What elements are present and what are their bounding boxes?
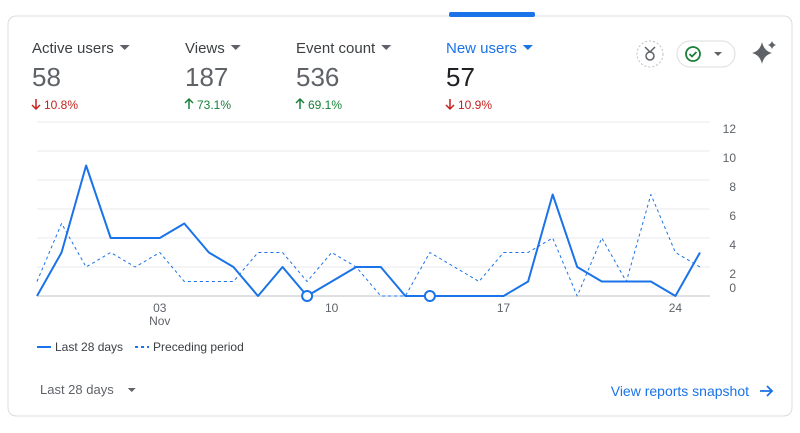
metric-value: 57 xyxy=(446,62,475,92)
y-tick-label: 0 xyxy=(729,281,736,295)
dropdown-arrow xyxy=(381,45,392,50)
legend-label: Preceding period xyxy=(153,340,244,354)
insights-icon[interactable] xyxy=(752,41,776,64)
metric-value: 58 xyxy=(32,62,61,92)
selected-tab-bar xyxy=(449,12,535,17)
view-snapshot-link[interactable]: View reports snapshot xyxy=(611,383,749,399)
annotation-marker xyxy=(423,290,436,302)
series-line xyxy=(36,164,701,297)
y-tick-label: 12 xyxy=(723,122,737,136)
change-arrow xyxy=(31,99,41,111)
status-dropdown[interactable] xyxy=(676,40,736,68)
metric-change: 69.1% xyxy=(308,98,342,112)
change-arrow xyxy=(184,97,194,109)
link-arrow xyxy=(760,385,774,397)
y-tick-label: 10 xyxy=(723,151,737,165)
x-tick-label: 03 xyxy=(153,301,167,315)
x-month-label: Nov xyxy=(149,314,170,328)
date-range[interactable]: Last 28 days xyxy=(40,382,114,397)
change-arrow xyxy=(295,97,305,109)
legend-label: Last 28 days xyxy=(55,340,123,354)
metric-change: 10.9% xyxy=(458,98,492,112)
dropdown-arrow xyxy=(119,45,130,50)
metric-change: 73.1% xyxy=(197,98,231,112)
change-arrow xyxy=(445,99,455,111)
y-tick-label: 4 xyxy=(729,238,736,252)
date-range-arrow xyxy=(127,388,136,392)
metric-value: 187 xyxy=(185,62,228,92)
y-tick-label: 2 xyxy=(729,267,736,281)
x-tick-label: 24 xyxy=(669,301,683,315)
y-tick-label: 6 xyxy=(729,209,736,223)
dropdown-arrow xyxy=(230,45,241,50)
metric-label[interactable]: Active users xyxy=(32,40,114,57)
y-tick-label: 8 xyxy=(729,180,736,194)
x-tick-label: 17 xyxy=(497,301,511,315)
metric-label[interactable]: Event count xyxy=(296,40,376,57)
x-tick-label: 10 xyxy=(325,301,339,315)
dropdown-arrow xyxy=(522,45,533,50)
card-border xyxy=(7,15,793,417)
annotation-marker xyxy=(301,290,314,302)
metric-change: 10.8% xyxy=(44,98,78,112)
compare-icon[interactable] xyxy=(636,40,664,68)
metric-value: 536 xyxy=(296,62,339,92)
metric-label[interactable]: Views xyxy=(185,40,225,57)
metric-label[interactable]: New users xyxy=(446,40,517,57)
